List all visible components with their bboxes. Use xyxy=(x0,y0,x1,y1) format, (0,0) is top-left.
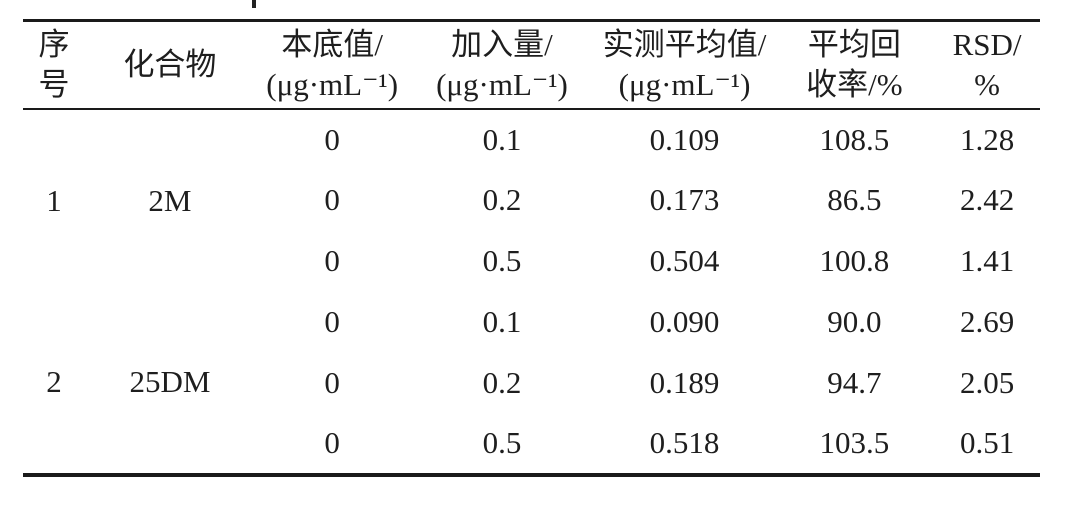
cell-background: 0 xyxy=(324,304,340,339)
col-header-compound: 化合物 xyxy=(85,21,255,109)
cell-recovery: 108.5 xyxy=(819,121,890,157)
table-row: 2 25DM 0 0.1 0.090 90.0 2.69 xyxy=(23,292,1040,399)
caption-remnant-mark xyxy=(252,0,256,8)
compound-cell: 2M xyxy=(148,182,192,218)
header-line: 平均回 xyxy=(807,26,901,62)
col-header-mean-recovery: 平均回 收率/% xyxy=(775,21,935,109)
header-row: 序 号 化合物 本底值/ (μg·mL⁻¹) 加入量/ (μg·mL⁻¹) 实测… xyxy=(23,21,1040,109)
header-line: 号 xyxy=(38,66,70,102)
header-line: 化合物 xyxy=(123,46,217,82)
cell-background: 0 xyxy=(324,243,340,278)
cell-rsd: 2.05 xyxy=(959,365,1015,400)
table-header: 序 号 化合物 本底值/ (μg·mL⁻¹) 加入量/ (μg·mL⁻¹) 实测… xyxy=(23,21,1040,109)
header-line: 序 xyxy=(38,26,70,62)
group-index-cell: 1 xyxy=(46,182,62,218)
cell-rsd: 1.41 xyxy=(959,243,1015,278)
table-row: 0 0.5 0.518 103.5 0.51 xyxy=(23,414,1040,475)
col-header-background-value: 本底值/ (μg·mL⁻¹) xyxy=(255,21,410,109)
header-line: 实测平均值/ xyxy=(602,26,767,62)
cell-rsd: 1.28 xyxy=(959,121,1015,157)
cell-recovery: 86.5 xyxy=(827,182,882,217)
header-line: (μg·mL⁻¹) xyxy=(266,66,399,102)
cell-measured: 0.518 xyxy=(649,425,720,460)
cell-measured: 0.090 xyxy=(649,304,720,339)
cell-added: 0.5 xyxy=(482,425,522,460)
group-index-cell: 2 xyxy=(46,364,62,399)
cell-added: 0.2 xyxy=(482,182,522,217)
cell-background: 0 xyxy=(324,182,340,217)
cell-added: 0.1 xyxy=(482,304,522,339)
cell-background: 0 xyxy=(324,365,340,400)
header-line: (μg·mL⁻¹) xyxy=(436,66,568,102)
col-header-index: 序 号 xyxy=(23,21,85,109)
cell-added: 0.2 xyxy=(482,365,522,400)
cell-measured: 0.109 xyxy=(649,121,720,157)
table-row: 0 0.2 0.173 86.5 2.42 xyxy=(23,170,1040,231)
compound-cell: 25DM xyxy=(129,364,211,399)
header-line: RSD/ xyxy=(952,26,1022,62)
cell-measured: 0.173 xyxy=(649,182,720,217)
cell-rsd: 2.42 xyxy=(959,182,1015,217)
table-row: 1 2M 0 0.1 0.109 108.5 1.28 xyxy=(23,109,1040,218)
cell-rsd: 2.69 xyxy=(959,304,1015,339)
cell-measured: 0.504 xyxy=(649,243,720,278)
cell-added: 0.5 xyxy=(482,243,522,278)
cell-recovery: 90.0 xyxy=(827,304,882,339)
col-header-rsd: RSD/ % xyxy=(934,21,1040,109)
col-header-measured-mean: 实测平均值/ (μg·mL⁻¹) xyxy=(595,21,775,109)
cell-rsd: 0.51 xyxy=(959,425,1015,460)
header-line: % xyxy=(974,66,1000,102)
cell-measured: 0.189 xyxy=(649,365,720,400)
header-line: 收率/% xyxy=(806,66,903,102)
cell-background: 0 xyxy=(324,425,340,460)
table-body: 1 2M 0 0.1 0.109 108.5 1.28 0 0.2 0.173 … xyxy=(23,109,1040,475)
cell-recovery: 100.8 xyxy=(819,243,890,278)
cell-background: 0 xyxy=(324,121,340,157)
table-row: 0 0.2 0.189 94.7 2.05 xyxy=(23,353,1040,414)
table-row: 0 0.5 0.504 100.8 1.41 xyxy=(23,231,1040,292)
header-line: 加入量/ xyxy=(451,26,553,62)
header-line: 本底值/ xyxy=(281,26,383,62)
cell-added: 0.1 xyxy=(482,121,522,157)
col-header-added-amount: 加入量/ (μg·mL⁻¹) xyxy=(409,21,594,109)
recovery-results-table: 序 号 化合物 本底值/ (μg·mL⁻¹) 加入量/ (μg·mL⁻¹) 实测… xyxy=(23,19,1040,477)
cell-recovery: 94.7 xyxy=(827,365,882,400)
header-line: (μg·mL⁻¹) xyxy=(618,66,751,102)
cell-recovery: 103.5 xyxy=(819,425,890,460)
